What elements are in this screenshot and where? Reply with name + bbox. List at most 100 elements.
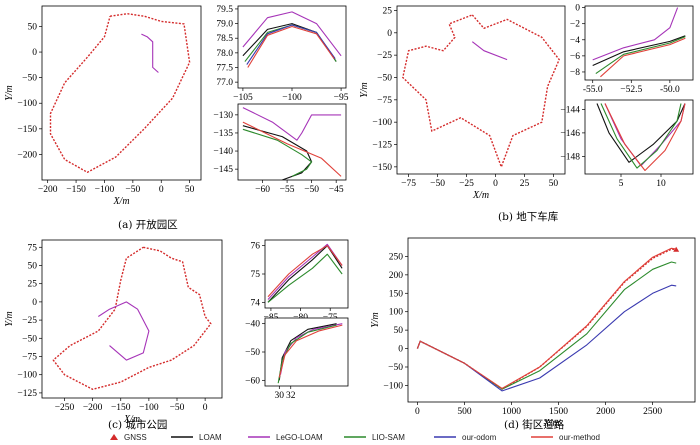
x-tick-label: 500	[457, 407, 472, 417]
y-tick-label: −2	[570, 20, 580, 30]
x-tick-label: −100	[282, 93, 302, 103]
caption-a: (a) 开放园区	[118, 218, 178, 231]
x-tick-label: −55	[280, 185, 295, 195]
x-tick-label: −150	[66, 185, 86, 195]
y-tick-label: 79.0	[216, 20, 233, 30]
y-tick-label: 50	[28, 261, 38, 271]
legend: GNSS LOAM LeGO-LOAM LIO-SAM our-odom our-meth…	[110, 433, 600, 442]
y-axis-label: Y/m	[370, 312, 381, 328]
series-line-loam	[242, 125, 313, 180]
y-tick-label: 100	[389, 308, 404, 318]
y-axis-label: Y/m	[4, 85, 15, 101]
y-tick-label: 77.0	[216, 78, 233, 88]
plot-a-inset-bottom: −60 −55 −50 −45 −130 −135 −140 −145	[213, 103, 347, 195]
x-tick-label: −95	[334, 93, 349, 103]
series-line-lego-loam	[471, 41, 508, 61]
x-tick-label: −200	[83, 403, 103, 413]
x-axis-label: X/m	[542, 418, 559, 429]
legend-item-loam: LOAM	[171, 433, 222, 442]
x-tick-label: 1000	[502, 407, 521, 417]
y-tick-label: −6	[570, 52, 580, 62]
series-line-our-method	[604, 103, 686, 172]
y-tick-label: −140	[213, 147, 233, 157]
series-line-our-method	[267, 245, 343, 298]
series-line-our-method	[416, 247, 677, 389]
x-tick-label: 2000	[596, 407, 615, 417]
series-line-lego-loam	[242, 107, 342, 141]
plot-c-inset-top: −85−80−75767574	[251, 239, 349, 323]
y-tick-label: 0	[575, 4, 580, 14]
y-tick-label: 75	[251, 270, 261, 280]
series-line-loam	[596, 103, 686, 163]
y-tick-label: 79.5	[216, 5, 233, 15]
plot-frame	[396, 5, 566, 175]
x-tick-label: −100	[95, 185, 115, 195]
caption-b: (b) 地下车库	[498, 210, 558, 223]
y-tick-label: 50	[394, 326, 404, 336]
x-tick-label: 32	[286, 391, 296, 401]
y-tick-label: −146	[560, 129, 580, 139]
x-axis-label: X/m	[112, 196, 129, 207]
legend-label: LOAM	[199, 433, 222, 442]
y-tick-label: 77.5	[216, 64, 233, 74]
y-tick-label: −50	[22, 74, 37, 84]
y-tick-label: 0	[32, 298, 37, 308]
x-tick-label: -50.0	[660, 85, 680, 95]
series-line-lio-sam	[595, 36, 686, 75]
y-tick-label: 250	[389, 252, 404, 262]
x-tick-label: −200	[38, 185, 58, 195]
y-tick-label: −130	[213, 111, 233, 121]
x-tick-label: −105	[233, 93, 253, 103]
x-tick-label: 0	[159, 185, 164, 195]
x-tick-label: −50	[170, 403, 185, 413]
y-tick-label: −8	[570, 68, 580, 78]
y-tick-label: −75	[377, 96, 392, 106]
series-line-lio-sam	[242, 128, 313, 177]
plot-frame	[407, 237, 696, 403]
y-tick-label: −125	[17, 389, 37, 399]
x-tick-label: −75	[401, 179, 416, 189]
y-tick-label: 25	[383, 6, 393, 16]
y-tick-label: 0	[398, 345, 403, 355]
x-tick-label: −50	[430, 179, 445, 189]
y-tick-label: −100	[17, 371, 37, 381]
x-tick-label: 0	[415, 407, 420, 417]
x-tick-label: −45	[329, 185, 344, 195]
gnss-end-marker	[673, 246, 680, 252]
plot-frame	[584, 5, 694, 81]
legend-item-lio-sam: LIO-SAM	[344, 433, 405, 442]
y-tick-label: 25	[28, 280, 38, 290]
legend-item-our-method: our-method	[531, 433, 600, 442]
legend-label: GNSS	[124, 433, 147, 442]
x-tick-label: -55.0	[583, 85, 603, 95]
y-tick-label: −150	[372, 163, 392, 173]
y-tick-label: 76	[251, 242, 261, 252]
series-line-lego-loam	[592, 7, 679, 61]
x-tick-label: 30	[275, 391, 285, 401]
plot-b-main: −75 −50 −25 0 25 50 25 0 −25 −50 −75 −100 −125 −150 X/…	[359, 5, 566, 201]
x-tick-label: −60	[255, 185, 270, 195]
series-line-lio-sam	[277, 324, 337, 384]
x-tick-label: −50	[125, 185, 140, 195]
y-tick-label: −25	[377, 51, 392, 61]
series-line-lio-sam	[600, 103, 682, 169]
y-tick-label: −50	[22, 334, 37, 344]
y-tick-label: 200	[389, 271, 404, 281]
y-tick-label: 75	[28, 243, 38, 253]
x-tick-label: 50	[185, 185, 195, 195]
legend-label: our-odom	[462, 433, 497, 442]
legend-label: LeGO-LOAM	[276, 433, 323, 442]
y-tick-label: −100	[383, 381, 403, 391]
plot-d-main: 0 500 1000 1500 2000 2500250200150100500−50−1…	[370, 237, 696, 429]
y-tick-label: −50	[245, 348, 260, 358]
y-tick-label: −150	[17, 125, 37, 135]
y-tick-label: −145	[213, 165, 233, 175]
x-tick-label: −25	[459, 179, 474, 189]
x-tick-label: 2500	[643, 407, 662, 417]
legend-label: LIO-SAM	[372, 433, 405, 442]
x-axis-label: X/m	[472, 190, 489, 201]
series-line-our-method	[600, 37, 686, 78]
x-tick-label: 0	[203, 403, 208, 413]
y-tick-label: 78.5	[216, 34, 233, 44]
